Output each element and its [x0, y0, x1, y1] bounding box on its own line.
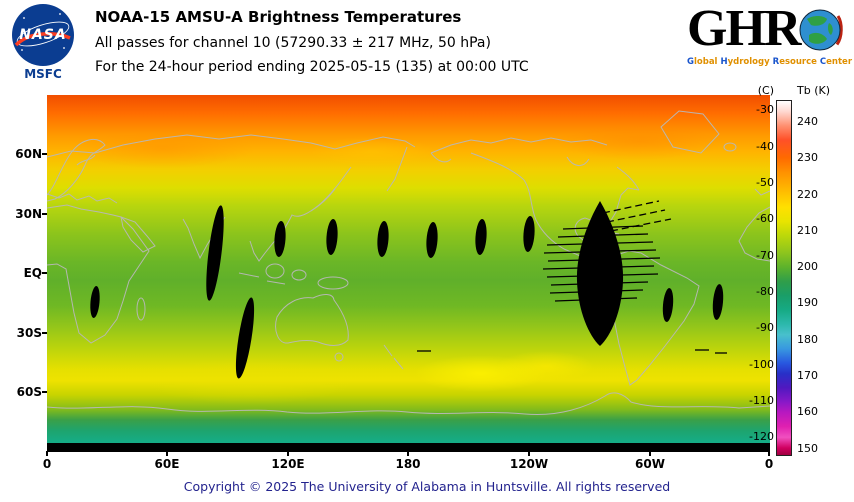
celsius-tick-label: -100: [749, 358, 774, 371]
celsius-tick-label: -80: [756, 285, 774, 298]
x-axis-label: 0: [764, 457, 774, 471]
ghrc-subtitle-word: Center: [819, 57, 853, 67]
kelvin-tick-label: 170: [797, 369, 818, 382]
page-title: NOAA-15 AMSU-A Brightness Temperatures: [95, 8, 462, 26]
ghrc-letters: GHR: [687, 0, 801, 57]
x-axis-label: 60W: [635, 457, 665, 471]
y-axis-tick: [42, 272, 47, 274]
brightness-temperature-field: [47, 95, 770, 452]
colorbar: [776, 100, 792, 456]
y-axis-label: 60N: [15, 147, 42, 161]
x-axis-label: 0: [42, 457, 52, 471]
x-axis-tick: [528, 451, 530, 456]
y-axis-label: 60S: [16, 385, 42, 399]
x-axis-label: 120W: [509, 457, 549, 471]
celsius-tick-label: -120: [749, 430, 774, 443]
x-axis-label: 120E: [271, 457, 305, 471]
y-axis-tick: [42, 153, 47, 155]
kelvin-tick-label: 230: [797, 151, 818, 164]
ghrc-subtitle: Global Hydrology Resource Center: [687, 57, 852, 67]
world-map: [47, 95, 770, 452]
x-axis-tick: [407, 451, 409, 456]
celsius-tick-label: -50: [756, 176, 774, 189]
nasa-logo: NASA: [12, 4, 74, 66]
msfc-label: MSFC: [24, 67, 62, 81]
x-axis-tick: [46, 451, 48, 456]
nasa-insignia-art: [14, 13, 71, 51]
celsius-tick-label: -110: [749, 394, 774, 407]
globe-icon: [799, 9, 844, 51]
y-axis-tick: [42, 213, 47, 215]
ghrc-subtitle-word: Hydrology: [720, 57, 770, 67]
x-axis-label: 60E: [154, 457, 180, 471]
x-axis-tick: [649, 451, 651, 456]
kelvin-tick-label: 160: [797, 405, 818, 418]
y-axis-tick: [42, 332, 47, 334]
coastlines: [47, 110, 770, 416]
x-axis-label: 180: [395, 457, 421, 471]
kelvin-tick-label: 150: [797, 442, 818, 455]
celsius-tick-label: -70: [756, 249, 774, 262]
kelvin-tick-label: 220: [797, 188, 818, 201]
celsius-tick-label: -40: [756, 140, 774, 153]
kelvin-tick-label: 190: [797, 296, 818, 309]
ghrc-acronym: GHR: [687, 1, 852, 57]
ghrc-subtitle-word: Global: [687, 57, 718, 67]
celsius-tick-label: -30: [756, 103, 774, 116]
gap-hatch-lines: [417, 200, 727, 354]
celsius-tick-label: -90: [756, 321, 774, 334]
x-axis-tick: [768, 451, 770, 456]
kelvin-tick-label: 240: [797, 115, 818, 128]
plot-titles: NOAA-15 AMSU-A Brightness Temperatures A…: [95, 8, 529, 75]
nasa-logo-text: NASA: [19, 27, 67, 43]
x-axis-tick: [287, 451, 289, 456]
x-axis-tick: [166, 451, 168, 456]
subtitle-period: For the 24-hour period ending 2025-05-15…: [95, 59, 529, 75]
map-overlay: [47, 110, 770, 452]
y-axis-tick: [42, 391, 47, 393]
subtitle-channel: All passes for channel 10 (57290.33 ± 21…: [95, 35, 491, 51]
y-axis-label: 30N: [15, 207, 42, 221]
data-gap-shapes: [90, 201, 724, 379]
colorbar-celsius-title: (C): [757, 84, 774, 97]
y-axis-label: EQ: [23, 266, 42, 280]
colorbar-kelvin-title: Tb (K): [797, 84, 830, 97]
copyright-text: Copyright © 2025 The University of Alaba…: [183, 479, 671, 494]
ghrc-logo: GHR Global Hydrology Resource Center: [687, 1, 852, 68]
south-edge-black-band: [47, 443, 770, 452]
kelvin-tick-label: 210: [797, 224, 818, 237]
ghrc-subtitle-word: Resource: [772, 57, 817, 67]
y-axis-label: 30S: [16, 326, 42, 340]
kelvin-tick-label: 180: [797, 333, 818, 346]
celsius-tick-label: -60: [756, 212, 774, 225]
kelvin-tick-label: 200: [797, 260, 818, 273]
